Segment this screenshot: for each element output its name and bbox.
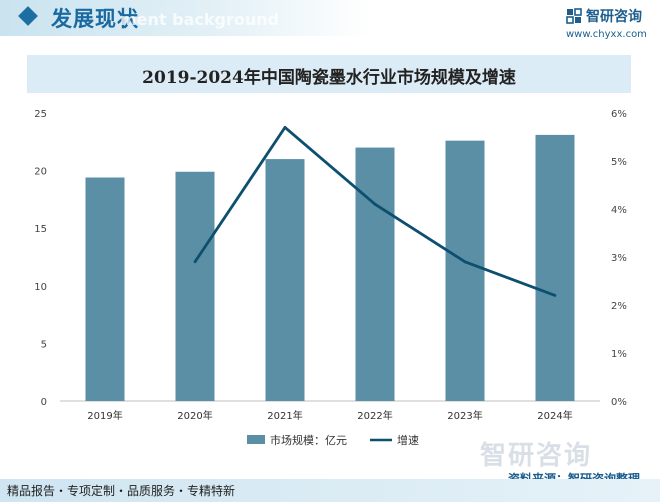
- y-right-tick-label: 1%: [611, 349, 627, 360]
- growth-point: [193, 260, 197, 264]
- y-left-tick-label: 25: [34, 109, 47, 120]
- footer-bar: 精品报告・专项定制・品质服务・专精特新: [0, 479, 660, 502]
- x-tick-label: 2020年: [177, 409, 212, 422]
- chart: 0 5 10 15 20 25 0% 1% 2% 3% 4% 5% 6% 2019年 2020年 2021年 2…: [34, 109, 627, 447]
- brand-name: 智研咨询: [586, 9, 642, 25]
- section-subtitle-ghost: ment background: [120, 10, 280, 29]
- brand-url: www.chyxx.com: [566, 29, 647, 40]
- brand-logo-icon: [566, 8, 582, 24]
- y-right-tick-label: 5%: [611, 157, 627, 168]
- x-tick-label: 2023年: [447, 409, 482, 422]
- bar: [85, 177, 125, 401]
- bar: [355, 147, 395, 401]
- growth-point: [553, 294, 557, 297]
- y-right-tick-label: 6%: [611, 109, 627, 120]
- chart-title-bar: 2019-2024年中国陶瓷墨水行业市场规模及增速: [27, 55, 631, 93]
- growth-point: [283, 126, 287, 129]
- y-right-tick-label: 3%: [611, 253, 627, 264]
- section-title: 发展现状: [51, 7, 139, 31]
- bar: [265, 159, 305, 401]
- bar: [175, 171, 215, 401]
- y-left-tick-label: 20: [34, 167, 47, 178]
- y-right-tick-label: 4%: [611, 205, 627, 216]
- x-tick-label: 2024年: [537, 409, 572, 422]
- bar: [535, 134, 575, 401]
- x-tick-label: 2021年: [267, 409, 302, 422]
- legend-swatch-bar: [247, 435, 265, 444]
- section-header-bar: [0, 0, 372, 36]
- bar: [445, 140, 485, 401]
- y-right-tick-label: 2%: [611, 301, 627, 312]
- x-tick-label: 2019年: [87, 409, 122, 422]
- x-tick-label: 2022年: [357, 409, 392, 422]
- growth-point: [373, 202, 377, 206]
- footer-slogan: 精品报告・专项定制・品质服务・专精特新: [7, 484, 236, 498]
- chart-title: 2019-2024年中国陶瓷墨水行业市场规模及增速: [142, 68, 516, 88]
- y-left-tick-label: 15: [34, 224, 47, 235]
- legend-label-line: 增速: [397, 433, 419, 447]
- y-left-tick-label: 5: [41, 339, 47, 350]
- header: 发展现状 ment background 智研咨询 www.chyxx.com: [0, 0, 660, 40]
- watermark-text: 智研咨询: [480, 441, 593, 471]
- growth-point: [463, 260, 467, 264]
- legend-label-bar: 市场规模：亿元: [270, 433, 347, 447]
- y-right-tick-label: 0%: [611, 397, 627, 408]
- y-left-tick-label: 0: [41, 397, 47, 408]
- y-left-tick-label: 10: [34, 282, 47, 293]
